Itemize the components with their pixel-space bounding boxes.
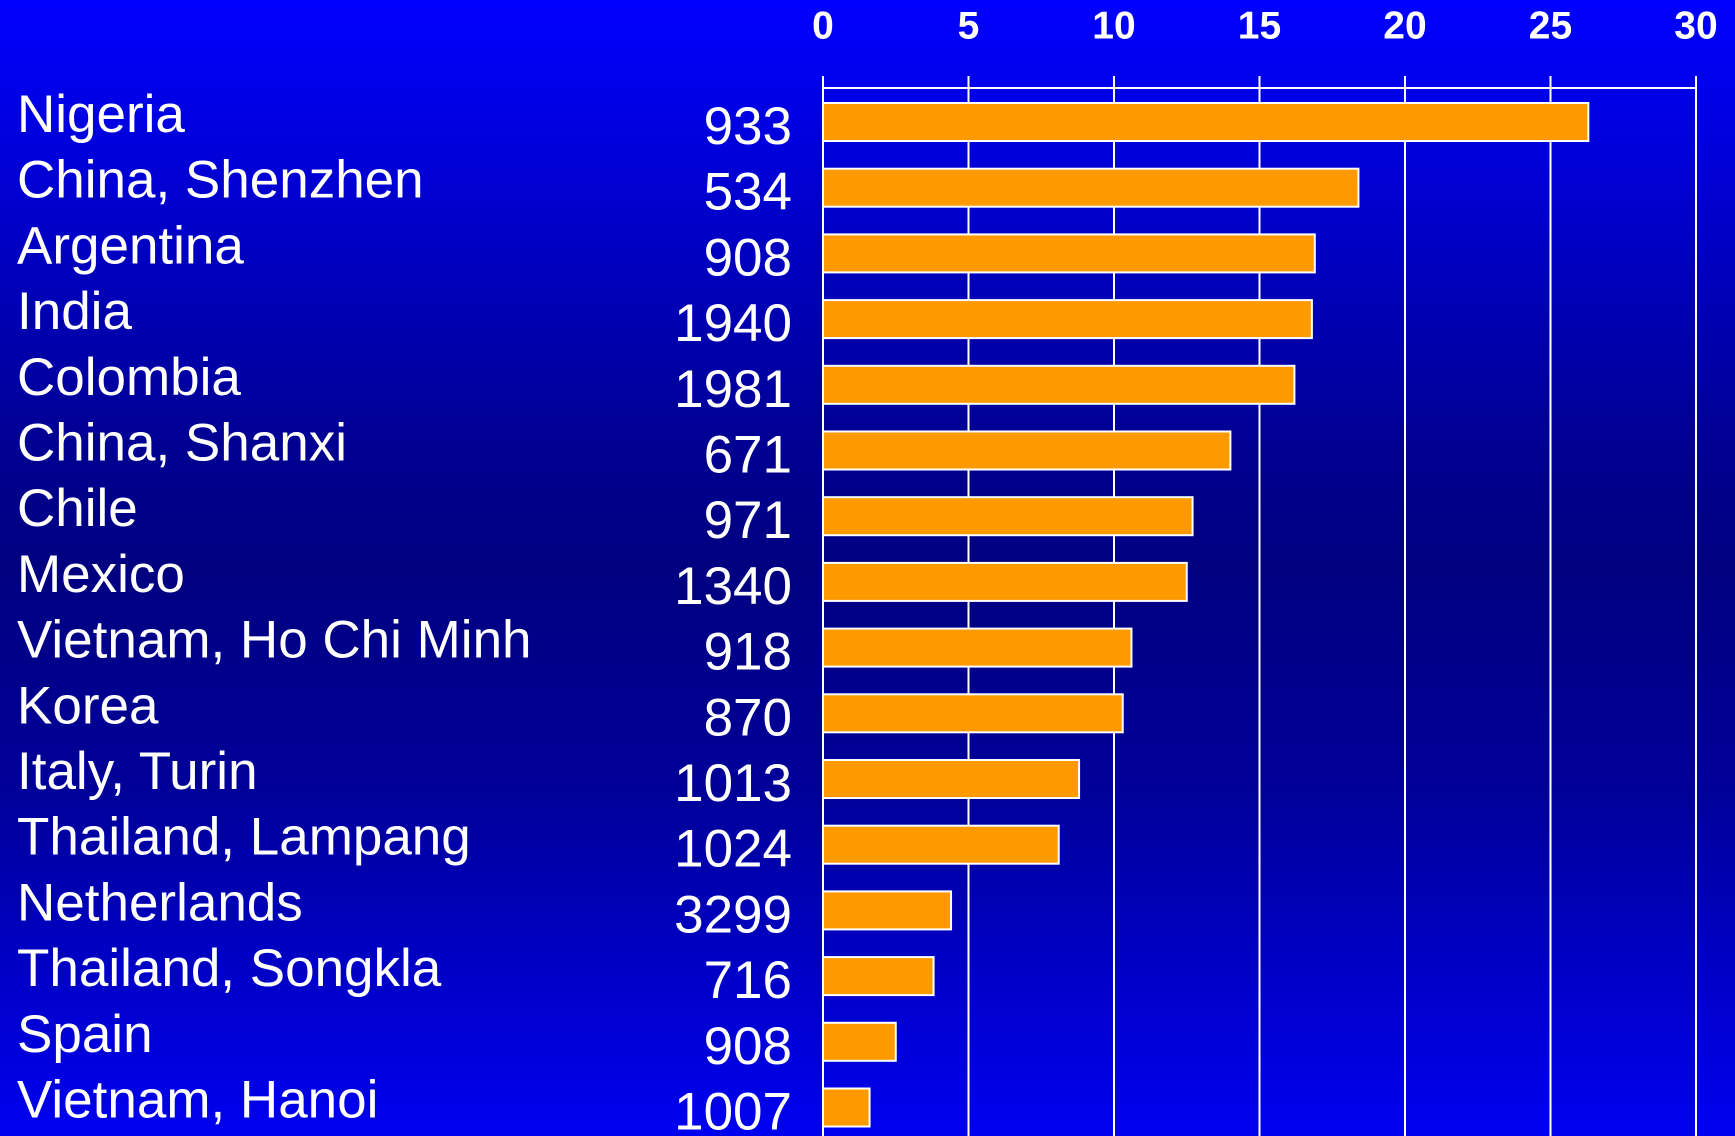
bar [822,627,1133,668]
bar [822,759,1081,799]
bar [822,167,1360,208]
sample-size: 716 [704,951,792,1010]
bar [822,1021,897,1062]
x-tick-label: 15 [1238,4,1281,47]
x-tick-label: 20 [1383,4,1426,47]
x-tick-label: 30 [1674,4,1717,47]
category-label: Argentina [17,216,244,275]
bar [822,496,1194,537]
category-label: Vietnam, Ho Chi Minh [17,611,532,670]
bar [822,890,953,931]
sample-size: 971 [704,491,792,550]
bar [822,561,1188,602]
bar [822,824,1060,865]
bar [822,102,1590,142]
sample-size: 1007 [674,1083,792,1136]
bar [822,299,1313,340]
sample-size: 3299 [674,885,792,944]
category-label: Netherlands [17,873,303,932]
bar [822,693,1124,734]
category-label: Colombia [17,348,241,407]
sample-size: 1940 [674,294,792,353]
sample-size: 1981 [674,360,792,419]
sample-size: 1013 [674,754,792,813]
category-label: Nigeria [17,85,185,144]
x-tick-label: 0 [812,4,834,47]
bar [822,233,1316,274]
category-label: Chile [17,479,138,538]
category-label: Spain [17,1005,153,1064]
category-label: Thailand, Lampang [17,808,471,867]
sample-size: 870 [704,688,792,747]
category-label: India [17,282,132,341]
sample-size: 908 [704,228,792,287]
sample-size: 918 [704,623,792,682]
category-label: Thailand, Songkla [17,939,442,998]
x-tick-label: 10 [1092,4,1135,47]
bar [822,956,935,997]
bar [822,430,1232,471]
category-label: Vietnam, Hanoi [17,1071,378,1130]
sample-size: 671 [704,426,792,485]
sample-size: 1340 [674,557,792,616]
category-label: China, Shenzhen [17,151,424,210]
sample-size: 1024 [674,820,792,879]
category-label: Korea [17,676,159,735]
bar [822,364,1296,405]
bar [822,1087,871,1128]
x-tick-label: 25 [1529,4,1572,47]
category-label: China, Shanxi [17,414,347,473]
category-label: Italy, Turin [17,742,258,801]
x-tick-label: 5 [958,4,980,47]
sample-size: 933 [704,97,792,156]
sample-size: 908 [704,1017,792,1076]
sample-size: 534 [704,163,792,222]
category-label: Mexico [17,545,185,604]
